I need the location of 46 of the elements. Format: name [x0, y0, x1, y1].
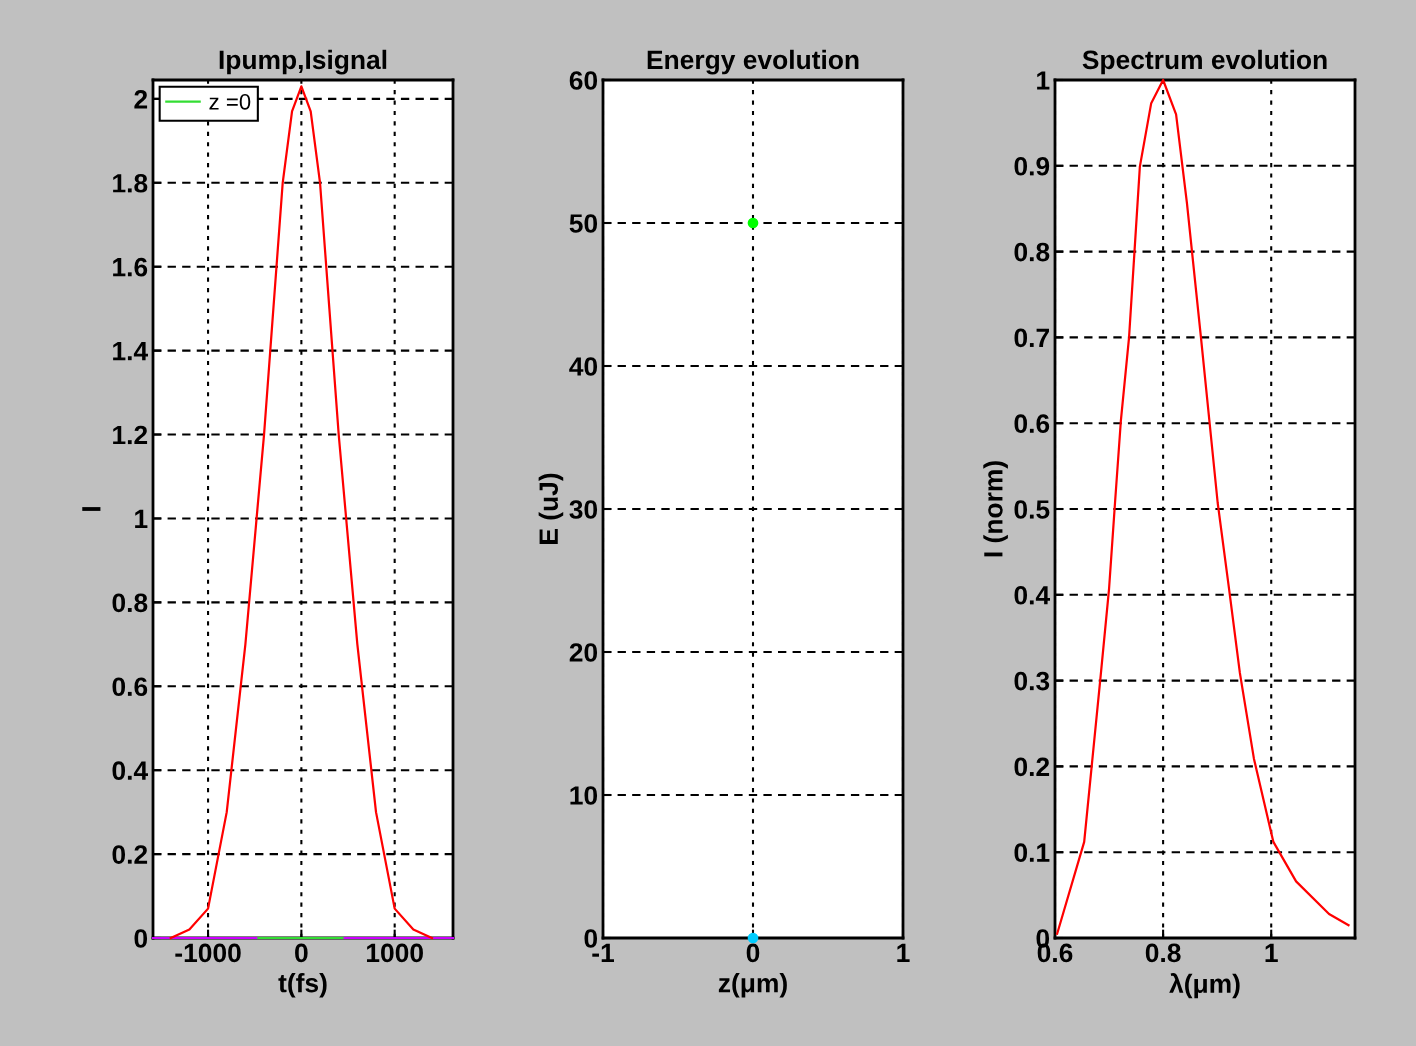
x-tick-label: 0.8 — [1145, 943, 1181, 963]
y-tick-label: 0.8 — [1014, 242, 1050, 262]
y-tick-label: 0.7 — [1014, 328, 1049, 348]
chart-title: Energy evolution — [647, 49, 859, 75]
y-tick-label: 0.9 — [1014, 156, 1050, 176]
y-tick-label: 40 — [569, 357, 598, 376]
x-tick-label: 1 — [897, 943, 910, 962]
y-axis-title: I — [82, 507, 101, 511]
line-series — [1056, 78, 1350, 935]
x-axis-title: t(fs) — [278, 973, 327, 998]
y-tick-label: 0.1 — [1014, 843, 1050, 863]
y-tick-label: 60 — [569, 71, 598, 90]
x-tick-label: 0 — [746, 943, 760, 963]
x-axis-title: z(μm) — [718, 973, 787, 998]
x-tick-label: 1000 — [366, 943, 423, 963]
y-tick-label: 0.2 — [112, 845, 148, 864]
y-tick-label: 30 — [569, 500, 598, 519]
y-tick-label: 50 — [569, 214, 598, 233]
y-axis-title: I (norm) — [983, 461, 1008, 557]
y-tick-label: 10 — [570, 786, 598, 805]
x-tick-label: 0 — [295, 943, 308, 963]
y-tick-label: 1.2 — [113, 425, 148, 445]
y-tick-label: 1.8 — [113, 173, 148, 193]
legend-label: z =0 — [209, 93, 251, 110]
y-tick-label: 0.3 — [1014, 671, 1050, 691]
chart-title: Spectrum evolution — [1082, 49, 1327, 75]
x-axis-title: λ(μm) — [1169, 973, 1240, 999]
y-tick-label: 1 — [1037, 71, 1050, 90]
y-tick-label: 1.4 — [113, 342, 148, 361]
y-tick-label: 0.6 — [1014, 414, 1050, 434]
x-tick-label: 1 — [1265, 943, 1278, 962]
chart-title: Ipump,Isignal — [219, 49, 387, 75]
y-tick-label: 2 — [134, 90, 148, 109]
x-tick-label: -1000 — [175, 943, 241, 963]
y-axis-title: E (uJ) — [538, 473, 564, 544]
y-tick-label: 20 — [569, 643, 598, 662]
y-tick-label: 1 — [135, 509, 148, 528]
y-tick-label: 0.4 — [112, 761, 148, 780]
y-tick-label: 0.6 — [112, 677, 148, 697]
y-tick-label: 0.2 — [1014, 757, 1050, 777]
y-tick-label: 0.8 — [112, 593, 148, 613]
y-tick-label: 0 — [134, 929, 148, 948]
y-tick-label: 0.5 — [1014, 500, 1050, 519]
line-series — [169, 85, 434, 940]
y-tick-label: 1.6 — [113, 257, 148, 277]
y-tick-label: 0.4 — [1014, 585, 1050, 605]
